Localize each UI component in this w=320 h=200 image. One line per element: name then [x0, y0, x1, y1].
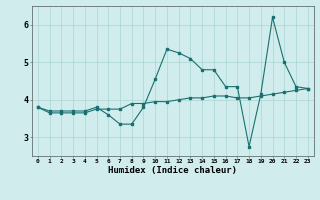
- X-axis label: Humidex (Indice chaleur): Humidex (Indice chaleur): [108, 166, 237, 175]
